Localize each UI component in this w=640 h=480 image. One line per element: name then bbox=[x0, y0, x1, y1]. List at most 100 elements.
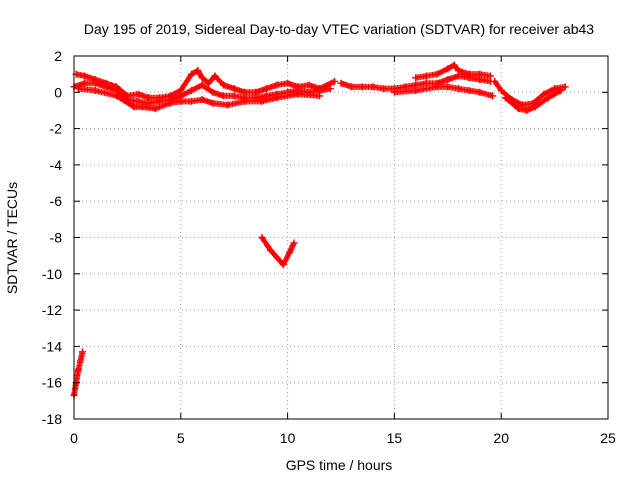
data-point bbox=[134, 90, 142, 98]
data-point bbox=[454, 85, 462, 93]
data-point bbox=[348, 83, 356, 91]
data-point bbox=[331, 77, 339, 85]
y-tick-label: 2 bbox=[54, 48, 62, 64]
data-point bbox=[540, 90, 548, 98]
axis-ticks bbox=[73, 55, 609, 420]
data-point bbox=[211, 72, 219, 80]
y-tick-label: -6 bbox=[50, 193, 63, 209]
data-point bbox=[491, 77, 499, 85]
data-point bbox=[262, 85, 270, 93]
data-point bbox=[316, 92, 324, 100]
data-point bbox=[294, 83, 302, 91]
series-segment-arc-3-lower bbox=[501, 86, 565, 114]
data-point bbox=[531, 103, 539, 111]
data-point bbox=[380, 85, 388, 93]
data-point-marker bbox=[322, 83, 329, 90]
data-point bbox=[433, 83, 441, 91]
data-point bbox=[444, 76, 452, 84]
data-point bbox=[561, 83, 569, 91]
data-point bbox=[209, 99, 217, 107]
data-point bbox=[205, 79, 213, 87]
y-tick-labels: 2 0 -2 -4 -6 -8 -10 -12 -14 -16 -18 bbox=[42, 48, 62, 427]
data-point bbox=[187, 97, 195, 105]
data-point-marker bbox=[547, 87, 554, 94]
x-axis-label: GPS time / hours bbox=[286, 457, 393, 473]
data-point bbox=[138, 103, 146, 111]
data-point bbox=[102, 79, 110, 87]
data-point bbox=[267, 246, 275, 254]
data-point bbox=[273, 81, 281, 89]
data-point bbox=[151, 105, 159, 113]
data-point-marker bbox=[320, 83, 327, 90]
data-point-marker bbox=[181, 90, 188, 97]
data-point-marker bbox=[326, 81, 333, 88]
data-point bbox=[294, 90, 302, 98]
data-point bbox=[422, 79, 430, 87]
x-tick-label: 20 bbox=[493, 430, 509, 446]
data-point-marker bbox=[192, 85, 199, 92]
data-point bbox=[91, 86, 99, 94]
data-point bbox=[241, 88, 249, 96]
series-segment-arc-2 bbox=[337, 72, 495, 93]
x-tick-label: 10 bbox=[280, 430, 296, 446]
data-point-marker bbox=[546, 88, 553, 95]
data-point bbox=[273, 94, 281, 102]
data-point bbox=[476, 88, 484, 96]
data-point bbox=[252, 88, 260, 96]
data-point-marker bbox=[439, 68, 446, 75]
data-point bbox=[258, 234, 266, 241]
data-point bbox=[258, 97, 266, 105]
data-point bbox=[123, 92, 131, 100]
data-point bbox=[501, 94, 509, 102]
y-tick-label: -14 bbox=[42, 338, 62, 354]
data-point bbox=[198, 96, 206, 104]
data-point bbox=[166, 92, 174, 100]
data-points bbox=[70, 61, 569, 399]
x-tick-label: 15 bbox=[387, 430, 403, 446]
data-point bbox=[177, 97, 185, 105]
data-point bbox=[230, 85, 238, 93]
data-point bbox=[412, 74, 420, 82]
data-point bbox=[155, 94, 163, 102]
data-point bbox=[241, 97, 249, 105]
x-tick-label: 0 bbox=[70, 430, 78, 446]
data-point-marker bbox=[515, 99, 522, 106]
data-point bbox=[74, 85, 82, 93]
y-tick-label: -12 bbox=[42, 302, 62, 318]
data-point bbox=[290, 239, 298, 247]
x-tick-label: 25 bbox=[600, 430, 616, 446]
series-segment-arc-1-upper bbox=[72, 67, 339, 102]
x-tick-labels: 0 5 10 15 20 25 bbox=[70, 430, 616, 446]
data-point bbox=[198, 74, 206, 82]
x-tick-label: 5 bbox=[177, 430, 185, 446]
data-point bbox=[497, 86, 505, 94]
data-point bbox=[130, 103, 138, 111]
data-point-marker bbox=[327, 80, 334, 87]
data-point bbox=[113, 92, 121, 100]
data-point bbox=[166, 99, 174, 107]
y-tick-label: -8 bbox=[50, 230, 63, 246]
data-point bbox=[230, 92, 238, 100]
data-point bbox=[529, 99, 537, 107]
data-point-marker bbox=[438, 69, 445, 76]
data-point bbox=[273, 253, 281, 261]
data-point bbox=[81, 72, 89, 80]
data-point bbox=[433, 70, 441, 78]
data-point-marker bbox=[556, 88, 563, 95]
series-segment-arc-2-lower bbox=[390, 83, 497, 100]
data-point bbox=[113, 83, 121, 91]
data-point bbox=[134, 97, 142, 105]
data-point bbox=[187, 70, 195, 78]
data-point bbox=[465, 86, 473, 94]
data-point-marker bbox=[544, 89, 551, 96]
data-point bbox=[489, 92, 497, 100]
data-point bbox=[390, 88, 398, 96]
y-axis-label: SDTVAR / TECUs bbox=[4, 182, 20, 294]
data-point bbox=[79, 348, 87, 356]
data-point bbox=[444, 65, 452, 73]
y-tick-label: -16 bbox=[42, 375, 62, 391]
data-point bbox=[177, 86, 185, 94]
data-point bbox=[286, 248, 294, 256]
data-point bbox=[194, 67, 202, 75]
